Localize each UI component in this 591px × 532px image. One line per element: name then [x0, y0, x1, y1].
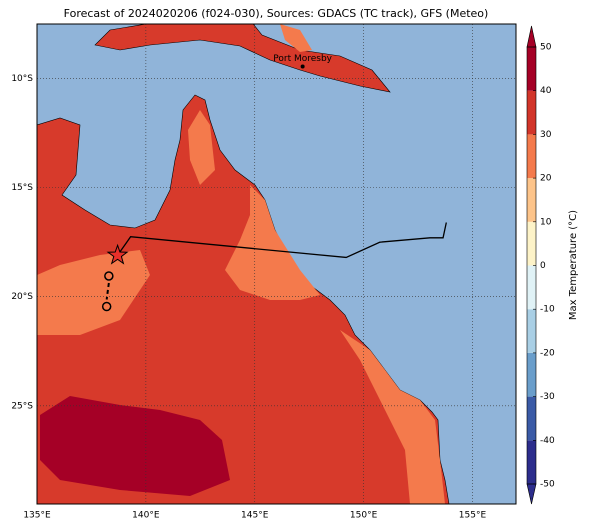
- lon-tick-label: 135°E: [23, 511, 51, 521]
- colorbar-tick-label: 30: [540, 130, 552, 140]
- warm-region: [280, 24, 312, 52]
- colorbar-band: [527, 352, 536, 397]
- colorbar-band: [527, 440, 536, 484]
- colorbar-extend-min: [526, 483, 537, 505]
- lon-tick-label: 155°E: [459, 511, 487, 521]
- colorbar-tick-label: -40: [540, 436, 555, 446]
- warm-region: [340, 330, 445, 504]
- lon-tick-label: 140°E: [132, 511, 160, 521]
- australia: [37, 94, 450, 504]
- hot-region: [40, 396, 230, 496]
- lat-tick-label: 25°S: [11, 401, 33, 411]
- warm-region: [225, 185, 320, 300]
- title: Forecast of 2024020206 (f024-030), Sourc…: [64, 7, 489, 20]
- colorbar-label: Max Temperature (°C): [568, 210, 579, 320]
- lon-tick-label: 150°E: [350, 511, 378, 521]
- colorbar-tick-label: 0: [540, 261, 546, 271]
- colorbar-tick-label: 50: [540, 43, 552, 53]
- overlay: Port Moresby: [101, 54, 447, 312]
- colorbar-band: [527, 90, 536, 135]
- colorbar-tick-label: -10: [540, 305, 555, 315]
- colorbar-band: [527, 265, 536, 310]
- place-label: Port Moresby: [273, 54, 332, 64]
- colorbar-tick-label: 10: [540, 217, 552, 227]
- lat-tick-label: 15°S: [11, 183, 33, 193]
- lat-tick-label: 10°S: [11, 74, 33, 84]
- forecast-link: [105, 282, 110, 300]
- colorbar-band: [527, 178, 536, 222]
- colorbar-band: [527, 309, 536, 353]
- new-guinea: [94, 24, 391, 93]
- lon-tick-label: 145°E: [241, 511, 269, 521]
- colorbar-band: [527, 47, 536, 91]
- current-position: [106, 243, 129, 265]
- map-frame: [36, 23, 517, 505]
- forecast-point: [104, 271, 114, 281]
- colorbar-tick-label: 20: [540, 174, 552, 184]
- colorbar-band: [527, 134, 536, 179]
- colorbar-tick-label: -20: [540, 348, 555, 358]
- warm-region: [37, 250, 150, 335]
- warm-region: [188, 110, 215, 185]
- colorbar-tick-label: -30: [540, 392, 555, 402]
- place-marker: [300, 64, 305, 69]
- colorbar-band: [527, 396, 536, 441]
- colorbar-band: [527, 221, 536, 266]
- forecast-point: [101, 301, 112, 312]
- storm-track: [117, 222, 447, 259]
- colorbar-tick-label: 40: [540, 86, 552, 96]
- colorbar-tick-label: -50: [540, 480, 555, 490]
- lat-tick-label: 20°S: [11, 292, 33, 302]
- colorbar-extend-max: [526, 25, 537, 48]
- map-area: [37, 24, 516, 504]
